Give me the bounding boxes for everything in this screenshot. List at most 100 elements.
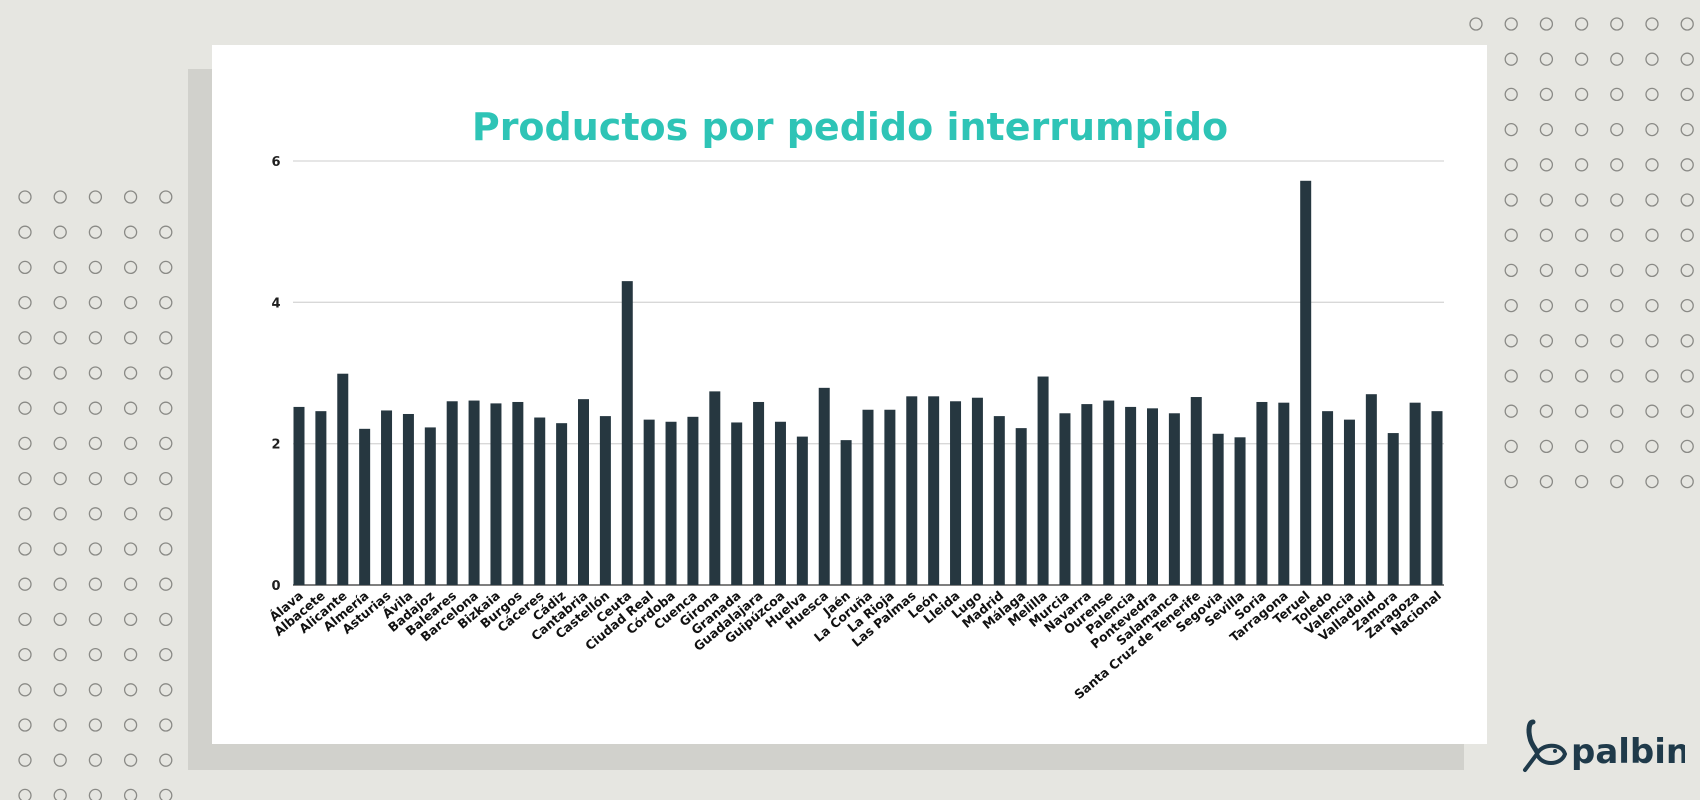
bar — [971, 397, 983, 585]
y-tick-label: 6 — [271, 155, 280, 170]
dot — [18, 260, 32, 275]
bar — [556, 423, 568, 585]
bar — [337, 373, 349, 585]
bar — [1387, 433, 1399, 585]
dot — [18, 577, 32, 591]
dot — [123, 507, 138, 521]
dot — [88, 190, 103, 204]
dot — [18, 471, 32, 486]
dot — [1504, 228, 1518, 242]
dot — [159, 366, 173, 380]
dot — [159, 190, 173, 204]
dot — [123, 788, 138, 800]
dot — [159, 753, 173, 767]
dot — [1504, 263, 1518, 278]
dot — [1645, 87, 1659, 102]
dot — [18, 612, 32, 627]
dot — [88, 542, 103, 556]
dot — [1504, 439, 1518, 454]
dot — [159, 260, 173, 275]
dot — [1504, 193, 1518, 207]
dot — [18, 542, 32, 556]
y-tick-label: 2 — [271, 438, 280, 453]
bar — [315, 411, 327, 585]
bar — [1256, 401, 1268, 585]
bar — [665, 421, 677, 585]
bar — [1081, 404, 1093, 585]
dot — [88, 366, 103, 380]
bar — [1365, 394, 1377, 585]
dot — [18, 225, 32, 239]
dot — [123, 718, 138, 732]
dot — [123, 401, 138, 415]
bar — [293, 406, 305, 585]
dot — [1574, 474, 1589, 489]
bar — [1059, 413, 1071, 585]
dot — [88, 612, 103, 627]
dot — [1504, 17, 1518, 31]
bar — [643, 419, 655, 585]
dot — [1680, 52, 1694, 66]
dot — [1680, 474, 1694, 489]
bar — [753, 401, 765, 585]
dot — [159, 507, 173, 521]
dot — [1680, 193, 1694, 207]
dot — [123, 647, 138, 662]
dot — [1645, 369, 1659, 383]
dot — [123, 542, 138, 556]
dot — [88, 753, 103, 767]
dot — [1574, 334, 1589, 348]
dot — [1680, 404, 1694, 418]
dot — [1680, 334, 1694, 348]
dot — [1539, 474, 1554, 489]
bar — [1234, 437, 1246, 585]
dot — [1610, 228, 1624, 242]
dot — [53, 436, 67, 451]
bar — [774, 421, 786, 585]
bar — [840, 440, 852, 585]
dot — [1680, 369, 1694, 383]
dot — [88, 683, 103, 697]
dot — [53, 260, 67, 275]
dot — [123, 436, 138, 451]
dot — [123, 683, 138, 697]
dot — [123, 295, 138, 310]
bar — [950, 401, 962, 585]
dot — [88, 401, 103, 415]
dot — [159, 295, 173, 310]
bar — [1212, 433, 1224, 585]
dot — [159, 471, 173, 486]
dot — [1645, 474, 1659, 489]
dot — [1574, 298, 1589, 313]
dot — [1645, 193, 1659, 207]
dot — [1539, 52, 1554, 66]
dot — [1504, 298, 1518, 313]
dot — [18, 788, 32, 800]
dot — [1645, 263, 1659, 278]
bar — [1300, 180, 1312, 585]
dot — [123, 366, 138, 380]
dot — [88, 471, 103, 486]
dot — [1680, 87, 1694, 102]
dot — [18, 401, 32, 415]
bar — [1037, 376, 1049, 585]
dot — [1610, 439, 1624, 454]
dot — [53, 577, 67, 591]
dot — [1539, 404, 1554, 418]
dot — [159, 331, 173, 345]
dot — [1610, 193, 1624, 207]
dot — [1574, 87, 1589, 102]
bar — [446, 401, 458, 585]
dot — [1504, 369, 1518, 383]
dot — [1504, 158, 1518, 172]
dot — [159, 542, 173, 556]
bar — [381, 410, 393, 585]
bar — [621, 281, 633, 585]
bar — [1190, 397, 1202, 585]
dot — [1610, 122, 1624, 137]
dot — [18, 647, 32, 662]
dot — [1645, 158, 1659, 172]
bar — [359, 428, 371, 585]
